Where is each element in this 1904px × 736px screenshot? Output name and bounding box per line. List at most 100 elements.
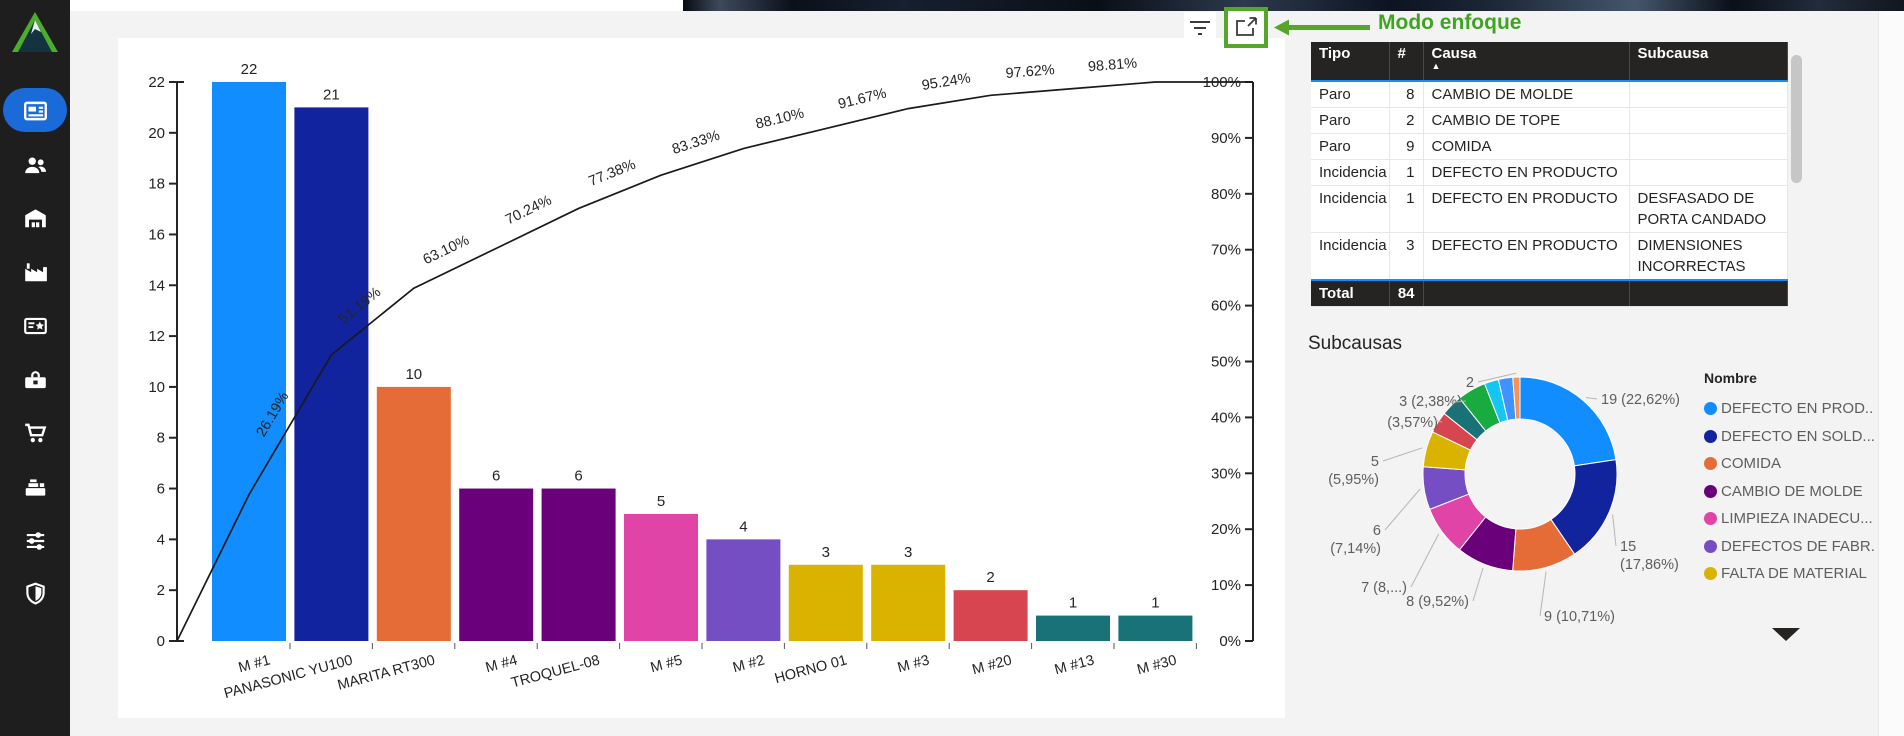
cell-causa: DEFECTO EN PRODUCTO [1423,159,1630,186]
sidebar-item-sliders[interactable] [0,518,70,564]
legend-item[interactable]: DEFECTOS DE FABR... [1704,533,1874,561]
table-row[interactable]: Paro 2 CAMBIO DE TOPE [1311,107,1788,134]
sidebar-item-factory[interactable] [0,249,70,295]
filter-button[interactable] [1184,12,1216,44]
bar-M #30[interactable] [1118,615,1193,641]
bar-M #1[interactable] [212,82,286,641]
legend-item[interactable]: DEFECTO EN PROD... [1704,395,1874,423]
certificate-icon [23,317,47,334]
pct-axis-tick: 30% [1211,465,1241,482]
table-row[interactable]: Paro 9 COMIDA [1311,133,1788,160]
table-row[interactable]: Incidencia 1 DEFECTO EN PRODUCTO DESFASADO … [1311,185,1788,233]
sidebar-item-certificate[interactable] [0,303,70,349]
column-header-subcausa[interactable]: Subcausa [1629,42,1788,81]
table-total-row: Total 84 [1311,279,1788,307]
donut-data-label: 19 (22,62%) [1601,392,1680,408]
cell-subcausa: DESFASADO DE PORTA CANDADO [1629,185,1788,233]
legend-item[interactable]: LIMPIEZA INADECU... [1704,505,1874,533]
sidebar-item-users[interactable] [0,142,70,188]
bar-PANASONIC YU100[interactable] [294,107,369,642]
annotation-label: Modo enfoque [1378,11,1522,34]
table-row[interactable]: Incidencia 1 DEFECTO EN PRODUCTO [1311,159,1788,186]
category-label: M #13 [1053,652,1096,678]
value-axis-tick: 2 [157,582,165,599]
bar-MARITA RT300[interactable] [376,386,451,641]
legend-item[interactable]: DEFECTO EN SOLD... [1704,423,1874,451]
legend-item-label: LIMPIEZA INADECU... [1721,510,1873,528]
annotation-arrow [1274,19,1370,36]
legend-item-label: DEFECTO EN SOLD... [1721,427,1874,445]
donut-data-label: 8 (9,52%) [1406,594,1469,610]
cell-tipo: Paro [1311,133,1390,160]
pct-axis-tick: 0% [1219,633,1241,650]
sidebar-item-cart[interactable] [0,410,70,456]
donut-data-label: 3 (2,38%) [1399,394,1462,410]
table-header-row[interactable]: Tipo # Causa ▲ Subcausa [1311,42,1788,81]
cumulative-pct-label: 95.24% [921,70,972,94]
table-row[interactable]: Paro 8 CAMBIO DE MOLDE [1311,81,1788,108]
table-row[interactable]: Incidencia 3 DEFECTO EN PRODUCTO DIMENSIONE… [1311,232,1788,281]
sidebar-item-toolbox[interactable] [0,357,70,403]
bar-M #5[interactable] [624,513,698,641]
page-scrollbar-track[interactable] [1878,11,1904,736]
sidebar-item-dashboard[interactable] [0,88,70,134]
label-leader-line [1382,447,1423,462]
bar-M #13[interactable] [1036,615,1110,641]
cash-register-icon [25,479,45,496]
bar-M #3[interactable] [871,564,946,641]
bar-M #4[interactable] [459,488,534,641]
cell-causa: DEFECTO EN PRODUCTO [1423,185,1630,233]
cumulative-pct-label: 91.67% [837,86,889,113]
bar-HORNO 01[interactable] [788,564,863,641]
legend-color-dot [1704,402,1717,416]
cell-num: 2 [1389,107,1424,134]
column-header-tipo[interactable]: Tipo [1311,42,1390,81]
cell-tipo: Incidencia [1311,232,1390,281]
category-label: M #5 [649,652,684,676]
cell-num: 8 [1389,81,1424,108]
cell-causa: CAMBIO DE MOLDE [1423,81,1630,108]
column-header-causa[interactable]: Causa ▲ [1423,42,1630,81]
sidebar [0,0,70,736]
bar-TROQUEL-08[interactable] [541,488,616,641]
cumulative-pct-label: 98.81% [1087,55,1137,75]
sliders-icon [26,531,44,550]
category-label: M #3 [896,652,931,676]
table-scrollbar-thumb[interactable] [1791,55,1802,183]
legend-color-dot [1704,567,1717,581]
cell-num: 9 [1389,133,1424,160]
category-label: M #30 [1135,652,1178,678]
app-logo[interactable] [11,10,59,59]
sidebar-item-cash-register[interactable] [0,464,70,510]
bar-M #2[interactable] [706,539,781,641]
pct-axis-tick: 20% [1211,521,1241,538]
pareto-chart: 02468101214161820220%10%20%30%40%50%60%7… [148,55,1254,702]
cumulative-pct-label: 97.62% [1005,62,1055,82]
top-banner-blank [70,0,683,11]
legend-color-dot [1704,512,1717,526]
legend-scroll-down-icon[interactable] [1772,628,1800,641]
cell-num: 3 [1389,232,1424,281]
sidebar-item-warehouse[interactable] [0,195,70,241]
bar-value-label: 6 [492,468,500,485]
category-label: M #4 [484,652,519,676]
sidebar-item-shield[interactable] [0,571,70,617]
legend-item[interactable]: COMIDA [1704,450,1874,478]
legend-item-label: CAMBIO DE MOLDE [1721,482,1863,500]
donut-slice[interactable] [1512,376,1521,420]
donut-data-label: 7 (8,...) [1361,580,1407,596]
donut-data-label: (3,57%) [1387,415,1438,431]
donut-data-label: 5 (5,95%) [1328,454,1379,488]
legend-item[interactable]: FALTA DE MATERIAL [1704,560,1874,588]
category-label: M #1 [237,652,272,676]
bar-M #20[interactable] [953,590,1028,641]
users-icon [24,157,46,173]
column-header-num[interactable]: # [1389,42,1424,81]
donut-slice[interactable] [1519,376,1617,467]
donut-data-label: 15 (17,86%) [1620,539,1679,573]
legend-item[interactable]: CAMBIO DE MOLDE [1704,478,1874,506]
cumulative-pct-label: 83.33% [670,128,722,158]
value-axis-tick: 16 [148,226,165,243]
focus-mode-button[interactable] [1224,7,1268,48]
